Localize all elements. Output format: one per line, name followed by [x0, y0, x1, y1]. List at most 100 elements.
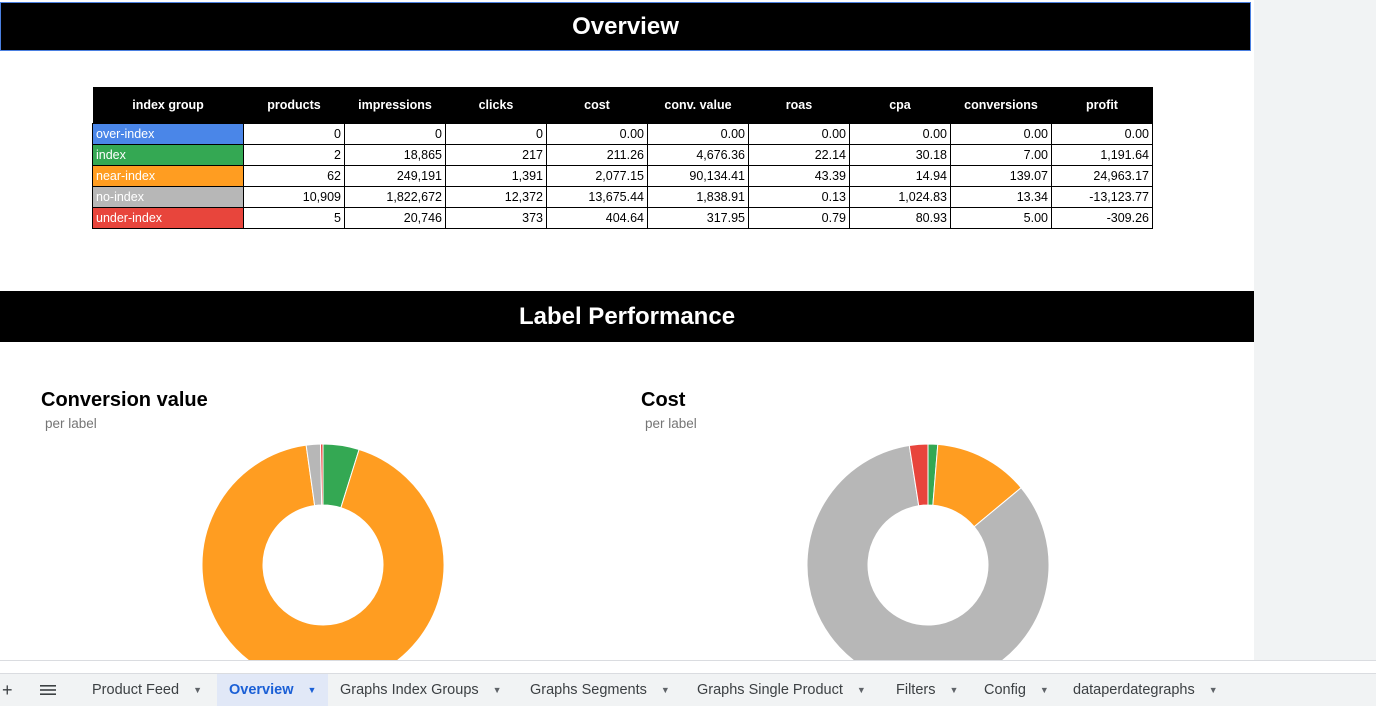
pie-slice-near-index[interactable]	[202, 444, 444, 660]
table-cell[interactable]: 62	[243, 165, 345, 187]
table-cell[interactable]: 7.00	[950, 144, 1052, 166]
column-header[interactable]: clicks	[445, 87, 547, 124]
table-cell[interactable]: 20,746	[344, 207, 446, 229]
chart-subtitle-conversion-value: per label	[45, 416, 97, 431]
chevron-down-icon[interactable]: ▼	[307, 685, 317, 695]
chart-title-cost: Cost	[641, 389, 686, 411]
conversion-value-donut-chart[interactable]	[202, 444, 444, 660]
chevron-down-icon[interactable]: ▼	[856, 685, 866, 695]
table-cell[interactable]: 1,191.64	[1051, 144, 1153, 166]
table-cell[interactable]: 12,372	[445, 186, 547, 208]
column-header[interactable]: impressions	[344, 87, 446, 124]
column-header[interactable]: index group	[92, 87, 244, 124]
table-cell[interactable]: 0.00	[849, 123, 951, 145]
tab-graphs-single-product[interactable]: Graphs Single Product ▼	[697, 682, 866, 698]
tab-dataperdategraphs[interactable]: dataperdategraphs ▼	[1073, 682, 1218, 698]
table-cell[interactable]: 1,838.91	[647, 186, 749, 208]
table-cell[interactable]: 0.00	[1051, 123, 1153, 145]
table-cell[interactable]: 4,676.36	[647, 144, 749, 166]
table-cell[interactable]: 404.64	[546, 207, 648, 229]
index-group-table: index group products impressions clicks …	[92, 87, 1153, 229]
table-cell[interactable]: 2	[243, 144, 345, 166]
table-cell[interactable]: 0.00	[950, 123, 1052, 145]
pie-slice-no-index[interactable]	[807, 444, 1049, 660]
table-cell[interactable]: 18,865	[344, 144, 446, 166]
table-cell[interactable]: 43.39	[748, 165, 850, 187]
column-header[interactable]: conversions	[950, 87, 1052, 124]
menu-icon[interactable]	[40, 674, 56, 706]
cost-donut-chart[interactable]	[807, 444, 1049, 660]
table-cell[interactable]: 0.00	[748, 123, 850, 145]
tab-graphs-index-groups[interactable]: Graphs Index Groups ▼	[340, 682, 502, 698]
table-cell[interactable]: 90,134.41	[647, 165, 749, 187]
table-cell[interactable]: 0	[243, 123, 345, 145]
table-cell[interactable]: 22.14	[748, 144, 850, 166]
table-cell[interactable]: 2,077.15	[546, 165, 648, 187]
table-header-row: index group products impressions clicks …	[92, 87, 1153, 124]
table-cell[interactable]: 0	[344, 123, 446, 145]
chevron-down-icon[interactable]: ▼	[492, 685, 502, 695]
table-cell[interactable]: 10,909	[243, 186, 345, 208]
table-cell[interactable]: 317.95	[647, 207, 749, 229]
chevron-down-icon[interactable]: ▼	[949, 685, 959, 695]
horizontal-scroll-strip[interactable]	[0, 660, 1376, 674]
table-cell[interactable]: 13,675.44	[546, 186, 648, 208]
table-cell[interactable]: 1,822,672	[344, 186, 446, 208]
table-cell[interactable]: 0.00	[546, 123, 648, 145]
row-label-cell[interactable]: near-index	[92, 165, 244, 187]
pie-slice-under-index[interactable]	[908, 444, 929, 507]
spreadsheet-grid[interactable]: Overview index group products impression…	[0, 0, 1254, 660]
table-cell[interactable]: 13.34	[950, 186, 1052, 208]
table-row: near-index 62 249,191 1,391 2,077.15 90,134.4…	[92, 165, 1153, 187]
column-header[interactable]: products	[243, 87, 345, 124]
row-label-cell[interactable]: no-index	[92, 186, 244, 208]
chevron-down-icon[interactable]: ▼	[1208, 685, 1218, 695]
menu-icon-glyph	[40, 685, 56, 695]
row-label-cell[interactable]: under-index	[92, 207, 244, 229]
tab-config[interactable]: Config ▼	[984, 682, 1049, 698]
table-row: under-index 5 20,746 373 404.64 317.95 0.79 80.…	[92, 207, 1153, 229]
chart-title-conversion-value: Conversion value	[41, 389, 208, 411]
chevron-down-icon[interactable]: ▼	[193, 685, 202, 695]
table-row: over-index 0 0 0 0.00 0.00 0.00 0.00 0.00 0.00	[92, 123, 1153, 145]
table-cell[interactable]: 24,963.17	[1051, 165, 1153, 187]
table-cell[interactable]: 217	[445, 144, 547, 166]
row-label-cell[interactable]: index	[92, 144, 244, 166]
table-cell[interactable]: -13,123.77	[1051, 186, 1153, 208]
table-cell[interactable]: 211.26	[546, 144, 648, 166]
table-cell[interactable]: 80.93	[849, 207, 951, 229]
table-cell[interactable]: 5	[243, 207, 345, 229]
tab-overview[interactable]: Overview ▼	[217, 674, 329, 706]
table-cell[interactable]: 30.18	[849, 144, 951, 166]
table-cell[interactable]: 1,024.83	[849, 186, 951, 208]
column-header[interactable]: conv. value	[647, 87, 749, 124]
table-cell[interactable]: -309.26	[1051, 207, 1153, 229]
table-cell[interactable]: 5.00	[950, 207, 1052, 229]
table-cell[interactable]: 373	[445, 207, 547, 229]
table-cell[interactable]: 1,391	[445, 165, 547, 187]
column-header[interactable]: roas	[748, 87, 850, 124]
tab-filters[interactable]: Filters ▼	[896, 682, 959, 698]
column-header[interactable]: cpa	[849, 87, 951, 124]
sheet-right-gutter	[1254, 0, 1376, 673]
table-cell[interactable]: 0.79	[748, 207, 850, 229]
table-cell[interactable]: 0	[445, 123, 547, 145]
column-header[interactable]: cost	[546, 87, 648, 124]
chart-subtitle-cost: per label	[645, 416, 697, 431]
overview-title: Overview	[572, 12, 679, 40]
table-cell[interactable]: 14.94	[849, 165, 951, 187]
tab-product-feed[interactable]: Product Feed ▼	[92, 682, 202, 698]
table-cell[interactable]: 249,191	[344, 165, 446, 187]
chevron-down-icon[interactable]: ▼	[1039, 685, 1049, 695]
table-row: no-index 10,909 1,822,672 12,372 13,675.44 1,…	[92, 186, 1153, 208]
table-cell[interactable]: 139.07	[950, 165, 1052, 187]
table-cell[interactable]: 0.00	[647, 123, 749, 145]
pie-slice-under-index[interactable]	[320, 444, 324, 506]
row-label-cell[interactable]: over-index	[92, 123, 244, 145]
chevron-down-icon[interactable]: ▼	[660, 685, 670, 695]
table-cell[interactable]: 0.13	[748, 186, 850, 208]
label-performance-header: Label Performance	[0, 291, 1254, 342]
plus-icon[interactable]: +	[2, 679, 13, 700]
tab-graphs-segments[interactable]: Graphs Segments ▼	[530, 682, 670, 698]
column-header[interactable]: profit	[1051, 87, 1153, 124]
